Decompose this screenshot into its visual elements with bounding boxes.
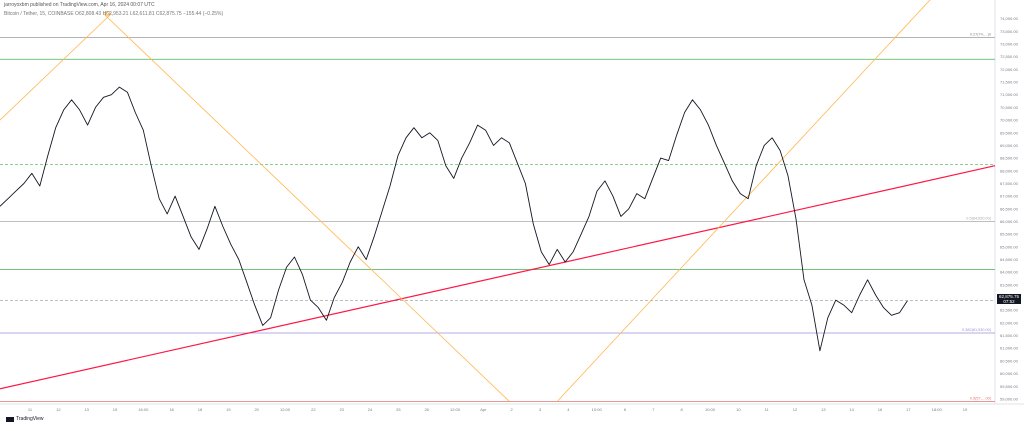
publisher-line: jarroyoxbm published on TradingView.com,… [4, 2, 155, 8]
trend-line [0, 165, 996, 390]
trend-line [556, 0, 931, 402]
x-tick-label: 12:00 [450, 407, 461, 412]
y-tick-label: 59,500.00 [1000, 384, 1019, 389]
trend-line [103, 13, 510, 402]
y-tick-label: 72,000.00 [1000, 67, 1019, 72]
x-tick-label: 18:00 [932, 407, 943, 412]
x-tick-label: 19 [226, 407, 231, 412]
trend-line [0, 13, 112, 121]
x-tick-label: 13 [84, 407, 89, 412]
level-label: 0.5(64,650.00) [966, 216, 991, 220]
y-tick-label: 72,500.00 [1000, 54, 1019, 59]
x-tick-label: 18 [198, 407, 203, 412]
x-tick-label: 16 [878, 407, 883, 412]
x-tick-label: 2 [511, 407, 514, 412]
price-series-line [0, 86, 908, 352]
x-tick-label: 19 [963, 407, 968, 412]
x-tick-label: Apr [480, 407, 487, 412]
x-tick-label: 7 [652, 407, 655, 412]
y-tick-label: 60,500.00 [1000, 358, 1019, 363]
y-tick-label: 74,000.00 [1000, 16, 1019, 21]
x-tick-label: 10:00 [705, 407, 716, 412]
y-tick-label: 60,000.00 [1000, 371, 1019, 376]
x-tick-label: 26 [424, 407, 429, 412]
y-tick-label: 69,000.00 [1000, 143, 1019, 148]
x-tick-label: 12:00 [280, 407, 291, 412]
x-tick-label: 15 [113, 407, 118, 412]
level-label: 0.382(61,530.00) [962, 328, 992, 332]
brand-text: TradingView [16, 416, 44, 422]
last-price-tag: 62,875.75 07:52 [997, 294, 1021, 304]
y-tick-label: 68,500.00 [1000, 156, 1019, 161]
x-tick-label: 3 [539, 407, 542, 412]
tradingview-brand[interactable]: TradingView [6, 416, 44, 422]
y-tick-label: 67,000.00 [1000, 194, 1019, 199]
y-tick-label: 70,500.00 [1000, 105, 1019, 110]
y-tick-label: 65,000.00 [1000, 244, 1019, 249]
x-tick-label: 14 [849, 407, 854, 412]
y-tick-label: 69,500.00 [1000, 130, 1019, 135]
y-tick-label: 66,500.00 [1000, 206, 1019, 211]
x-tick-label: 16:00 [138, 407, 149, 412]
x-tick-label: 13 [821, 407, 826, 412]
y-tick-label: 68,000.00 [1000, 168, 1019, 173]
y-tick-label: 62,500.00 [1000, 308, 1019, 313]
y-tick-label: 64,500.00 [1000, 257, 1019, 262]
x-tick-label: 23 [339, 407, 344, 412]
x-tick-label: 8 [681, 407, 684, 412]
x-tick-label: 12 [793, 407, 798, 412]
y-tick-label: 70,000.00 [1000, 118, 1019, 123]
y-tick-label: 59,000.00 [1000, 396, 1019, 401]
y-tick-label: 73,000.00 [1000, 42, 1019, 47]
x-tick-label: 22 [311, 407, 316, 412]
y-tick-label: 67,500.00 [1000, 181, 1019, 186]
y-tick-label: 71,500.00 [1000, 80, 1019, 85]
x-tick-label: 16 [169, 407, 174, 412]
y-tick-label: 61,000.00 [1000, 346, 1019, 351]
y-tick-label: 63,500.00 [1000, 282, 1019, 287]
level-label: 0.27(74,…)0 [970, 33, 991, 37]
y-tick-label: 73,500.00 [1000, 29, 1019, 34]
x-tick-label: 20 [254, 407, 259, 412]
x-tick-label: 24 [368, 407, 373, 412]
x-tick-label: 6 [624, 407, 627, 412]
high-marker [104, 11, 111, 17]
x-tick-label: 17 [906, 407, 911, 412]
tradingview-logo-icon [6, 416, 14, 422]
x-tick-label: 11 [765, 407, 770, 412]
last-price-value: 62,875.75 [998, 294, 1020, 299]
y-tick-label: 62,000.00 [1000, 320, 1019, 325]
x-tick-label: 10:00 [592, 407, 603, 412]
x-tick-label: 4 [567, 407, 570, 412]
y-tick-label: 65,500.00 [1000, 232, 1019, 237]
x-tick-label: 11 [28, 407, 33, 412]
level-label: 0.5(57,…00) [970, 396, 992, 400]
y-tick-label: 71,000.00 [1000, 92, 1019, 97]
x-tick-label: 25 [396, 407, 401, 412]
y-tick-label: 66,000.00 [1000, 219, 1019, 224]
y-tick-label: 64,000.00 [1000, 270, 1019, 275]
y-tick-label: 61,500.00 [1000, 333, 1019, 338]
x-tick-label: 12 [56, 407, 61, 412]
bar-countdown: 07:52 [1003, 299, 1015, 304]
ohlc-legend: Bitcoin / Tether, 15, COINBASE O62,808.4… [4, 11, 224, 17]
x-tick-label: 10 [736, 407, 741, 412]
